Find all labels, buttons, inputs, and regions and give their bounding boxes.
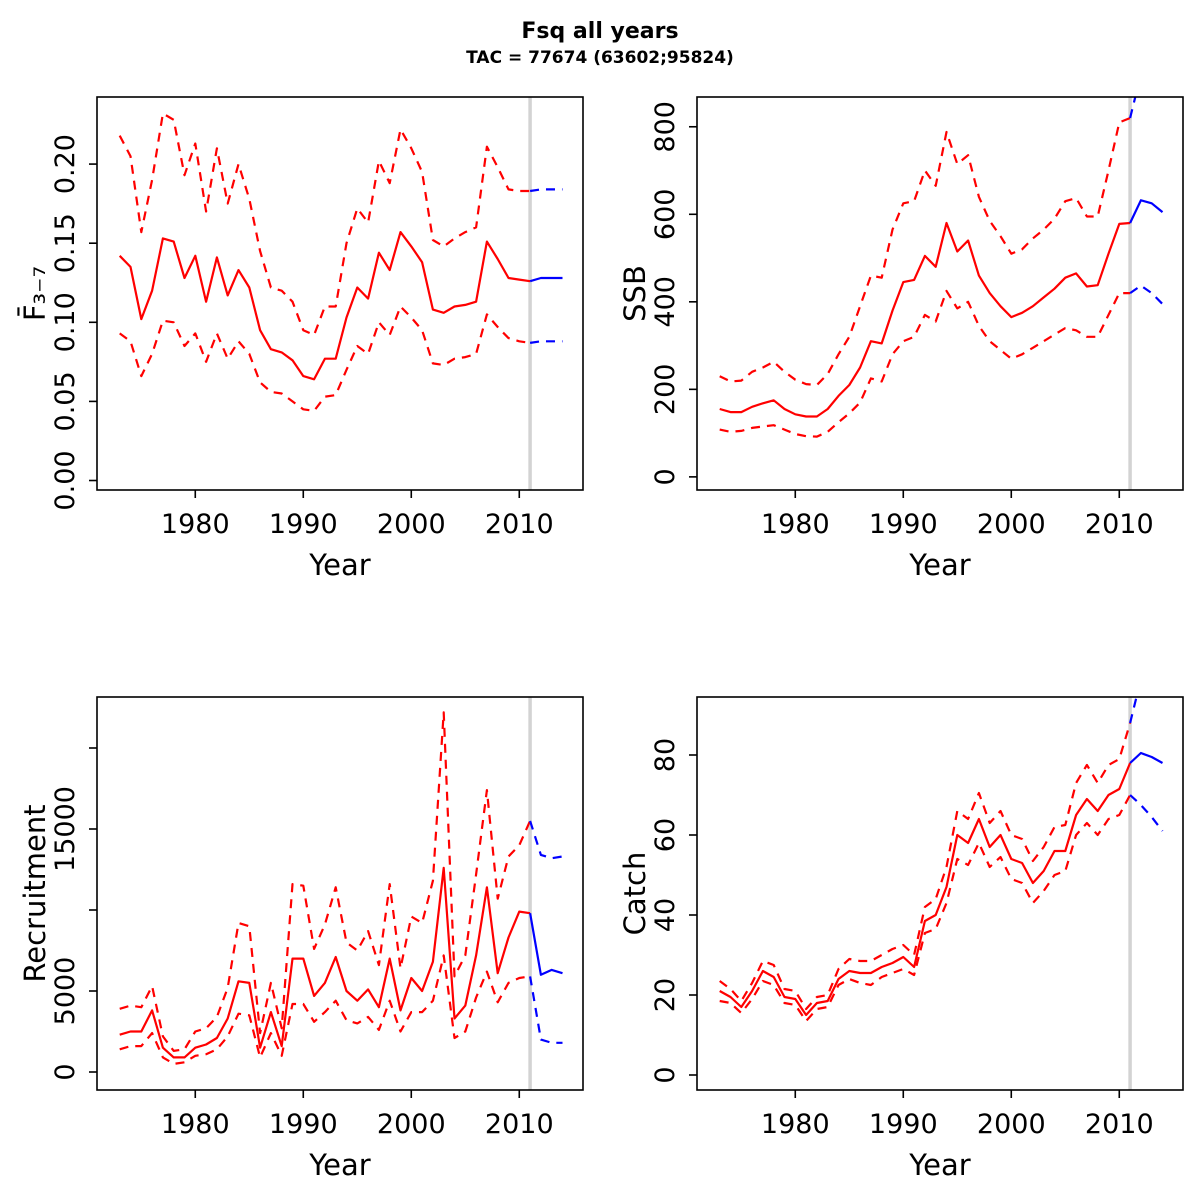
estimate-lower-ci-line xyxy=(719,289,1131,438)
forecast-upper-ci-line xyxy=(1129,697,1138,724)
forecast-lower-ci-line xyxy=(529,340,563,344)
x-tick-label: 1980 xyxy=(761,1109,830,1140)
y-tick-label: 800 xyxy=(650,101,681,153)
figure-title: Fsq all years xyxy=(521,19,679,44)
estimate-upper-ci-line xyxy=(719,116,1131,387)
x-tick-label: 2000 xyxy=(377,1109,446,1140)
catch-panel: 1980 1990 2000 2010 0 20 40 60 80 Year Catch xyxy=(618,696,1184,1182)
x-tick-label: 2000 xyxy=(977,1109,1046,1140)
estimate-upper-ci-line xyxy=(719,722,1132,1011)
x-tick-label: 1990 xyxy=(269,1109,338,1140)
estimate-upper-ci-line xyxy=(119,711,532,1052)
ssb-panel: 1980 1990 2000 2010 0 200 400 600 800 Year SSB xyxy=(618,96,1184,582)
y-axis-title: F̄₃₋₇ xyxy=(18,266,52,321)
y-tick-label: 0.00 xyxy=(50,450,81,510)
plot-box xyxy=(696,696,1184,1091)
x-axis-title: Year xyxy=(308,1148,370,1182)
forecast-median-line xyxy=(529,913,563,976)
y-tick-label: 600 xyxy=(650,189,681,241)
estimate-median-line xyxy=(119,866,531,1059)
estimate-lower-ci-line xyxy=(119,954,531,1065)
x-axis-title: Year xyxy=(908,1148,970,1182)
forecast-median-line xyxy=(529,276,563,283)
x-axis-title: Year xyxy=(308,548,370,582)
plot-box xyxy=(696,96,1184,491)
y-tick-label: 0 xyxy=(50,1063,81,1080)
x-tick-label: 2010 xyxy=(485,509,554,540)
estimate-median-line xyxy=(719,221,1131,418)
y-tick-label: 0.10 xyxy=(50,292,81,352)
plot-box xyxy=(96,696,584,1091)
y-tick-label: 80 xyxy=(650,738,681,772)
x-tick-label: 2010 xyxy=(1085,1109,1154,1140)
data-lines xyxy=(119,711,563,1065)
y-tick-label: 5000 xyxy=(50,957,81,1026)
figure-subtitle: TAC = 77674 (63602;95824) xyxy=(466,48,734,68)
data-lines xyxy=(719,97,1164,438)
forecast-median-line xyxy=(1129,199,1164,224)
x-tick-label: 1990 xyxy=(269,509,338,540)
x-tick-label: 2010 xyxy=(1085,509,1154,540)
forecast-upper-ci-line xyxy=(529,188,563,193)
estimate-median-line xyxy=(719,762,1132,1017)
x-tick-label: 1990 xyxy=(869,1109,938,1140)
y-tick-label: 60 xyxy=(650,818,681,852)
x-tick-label: 2000 xyxy=(977,509,1046,540)
y-axis-title: Recruitment xyxy=(18,804,52,982)
x-tick-label: 1980 xyxy=(161,509,230,540)
data-lines xyxy=(118,112,563,412)
x-tick-label: 1980 xyxy=(161,1109,230,1140)
estimate-upper-ci-line xyxy=(118,112,531,337)
x-tick-label: 2010 xyxy=(485,1109,554,1140)
estimate-median-line xyxy=(118,231,531,381)
estimate-lower-ci-line xyxy=(719,794,1132,1023)
plot-box xyxy=(96,96,584,491)
y-tick-label: 0 xyxy=(650,1066,681,1083)
y-tick-label: 15000 xyxy=(50,786,81,872)
estimate-lower-ci-line xyxy=(119,305,531,412)
forecast-lower-ci-line xyxy=(1129,794,1164,832)
x-axis-title: Year xyxy=(908,548,970,582)
y-axis-title: SSB xyxy=(618,265,652,322)
x-tick-label: 1980 xyxy=(761,509,830,540)
recruitment-panel: 1980 1990 2000 2010 0 5000 15000 Year Recruitmen… xyxy=(18,696,584,1182)
y-tick-label: 200 xyxy=(650,364,681,416)
y-tick-label: 40 xyxy=(650,898,681,932)
data-lines xyxy=(719,697,1164,1023)
x-tick-label: 1990 xyxy=(869,509,938,540)
forecast-lower-ci-line xyxy=(529,976,563,1044)
forecast-median-line xyxy=(1129,751,1164,764)
y-tick-label: 400 xyxy=(650,276,681,328)
forecast-lower-ci-line xyxy=(1129,284,1164,305)
x-tick-label: 2000 xyxy=(377,509,446,540)
y-tick-label: 0.15 xyxy=(50,213,81,273)
forecast-upper-ci-line xyxy=(529,820,563,860)
y-tick-label: 0.20 xyxy=(50,134,81,194)
fishing-mortality-panel: 1980 1990 2000 2010 0.00 0.05 0.10 0.15 0.20 Year… xyxy=(18,96,584,582)
y-axis-title: Catch xyxy=(618,852,652,936)
y-tick-label: 20 xyxy=(650,978,681,1012)
forecast-upper-ci-line xyxy=(1129,97,1137,119)
y-tick-label: 0.05 xyxy=(50,371,81,431)
y-tick-label: 0 xyxy=(650,468,681,485)
